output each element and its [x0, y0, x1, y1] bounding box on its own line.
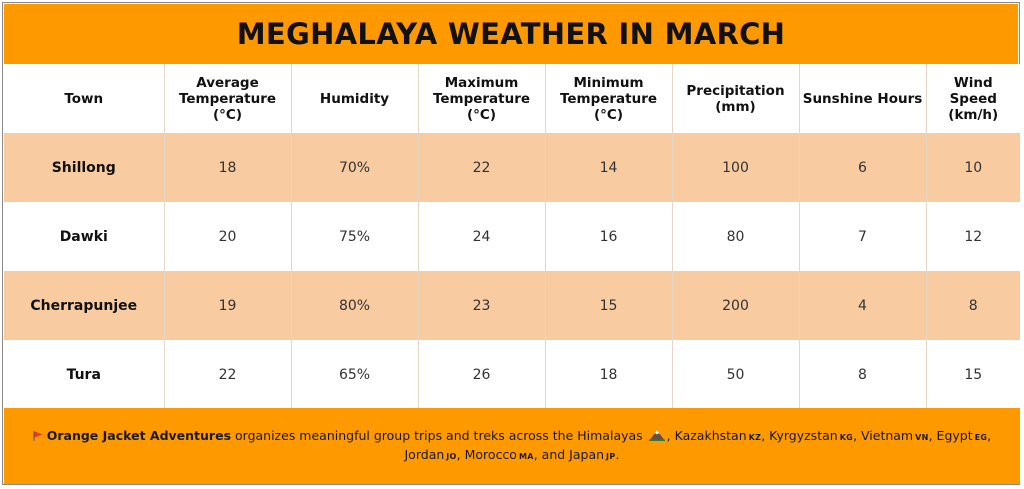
cell-average-temperature: 22: [163, 340, 291, 409]
header-humidity: Humidity: [290, 64, 418, 133]
cell-wind-speed: 12: [925, 202, 1020, 271]
cell-humidity: 65%: [290, 340, 418, 409]
country-code-kz: KZ: [748, 433, 762, 442]
page-title: MEGHALAYA WEATHER IN MARCH: [236, 17, 786, 51]
table-header-row: Town Average Temperature (°C) Humidity M…: [4, 64, 1020, 133]
cell-maximum-temperature: 26: [417, 340, 545, 409]
header-sunshine-hours: Sunshine Hours: [798, 64, 926, 133]
cell-precipitation: 100: [671, 133, 799, 202]
cell-precipitation: 200: [671, 271, 799, 340]
cell-average-temperature: 19: [163, 271, 291, 340]
cell-sunshine-hours: 7: [798, 202, 926, 271]
cell-maximum-temperature: 24: [417, 202, 545, 271]
title-bar: MEGHALAYA WEATHER IN MARCH: [4, 4, 1018, 64]
country-code-jo: JO: [446, 452, 457, 461]
footer-text: Orange Jacket Adventures organizes meani…: [4, 427, 1020, 465]
country-code-jp: JP: [606, 452, 616, 461]
cell-town: Shillong: [51, 159, 116, 176]
cell-wind-speed: 10: [925, 133, 1020, 202]
cell-precipitation: 50: [671, 340, 799, 409]
cell-minimum-temperature: 14: [544, 133, 672, 202]
country-egypt: , Egypt: [928, 428, 973, 443]
country-morocco: , Morocco: [456, 447, 517, 462]
country-code-vn: VN: [915, 433, 929, 442]
table-row: Shillong 18 70% 22 14 100 6 10: [4, 133, 1020, 202]
cell-average-temperature: 20: [163, 202, 291, 271]
table-row: Dawki 20 75% 24 16 80 7 12: [4, 202, 1020, 271]
country-jordan: , Jordan: [404, 428, 992, 462]
country-vietnam: , Vietnam: [853, 428, 914, 443]
country-code-kg: KG: [839, 433, 854, 442]
cell-town: Cherrapunjee: [30, 297, 138, 314]
cell-maximum-temperature: 23: [417, 271, 545, 340]
footer-intro: organizes meaningful group trips and tre…: [231, 428, 643, 443]
cell-town: Dawki: [59, 228, 108, 245]
country-kyrgyzstan: , Kyrgyzstan: [761, 428, 838, 443]
footer-period: .: [615, 447, 620, 462]
header-maximum-temperature: Maximum Temperature (°C): [417, 64, 545, 133]
header-minimum-temperature: Minimum Temperature (°C): [544, 64, 672, 133]
cell-precipitation: 80: [671, 202, 799, 271]
cell-wind-speed: 8: [925, 271, 1020, 340]
triangular-flag-icon: [33, 431, 43, 441]
table-row: Tura 22 65% 26 18 50 8 15: [4, 340, 1020, 409]
cell-minimum-temperature: 16: [544, 202, 672, 271]
cell-sunshine-hours: 4: [798, 271, 926, 340]
header-precipitation: Precipitation (mm): [671, 64, 799, 133]
cell-average-temperature: 18: [163, 133, 291, 202]
weather-table: Town Average Temperature (°C) Humidity M…: [4, 64, 1020, 409]
country-code-eg: EG: [974, 433, 988, 442]
snow-capped-mountain-icon: [648, 430, 665, 441]
cell-humidity: 80%: [290, 271, 418, 340]
header-wind-speed: Wind Speed (km/h): [925, 64, 1020, 133]
country-kazakhstan: , Kazakhstan: [666, 428, 747, 443]
cell-humidity: 70%: [290, 133, 418, 202]
table-row: Cherrapunjee 19 80% 23 15 200 4 8: [4, 271, 1020, 340]
header-average-temperature: Average Temperature (°C): [163, 64, 291, 133]
cell-humidity: 75%: [290, 202, 418, 271]
cell-sunshine-hours: 8: [798, 340, 926, 409]
cell-town: Tura: [66, 366, 101, 383]
cell-sunshine-hours: 6: [798, 133, 926, 202]
brand-name: Orange Jacket Adventures: [46, 428, 232, 443]
country-code-ma: MA: [518, 452, 534, 461]
cell-minimum-temperature: 15: [544, 271, 672, 340]
country-japan: , and Japan: [533, 447, 605, 462]
cell-minimum-temperature: 18: [544, 340, 672, 409]
cell-maximum-temperature: 22: [417, 133, 545, 202]
footer-banner: Orange Jacket Adventures organizes meani…: [4, 408, 1020, 484]
header-town: Town: [64, 90, 104, 107]
cell-wind-speed: 15: [925, 340, 1020, 409]
